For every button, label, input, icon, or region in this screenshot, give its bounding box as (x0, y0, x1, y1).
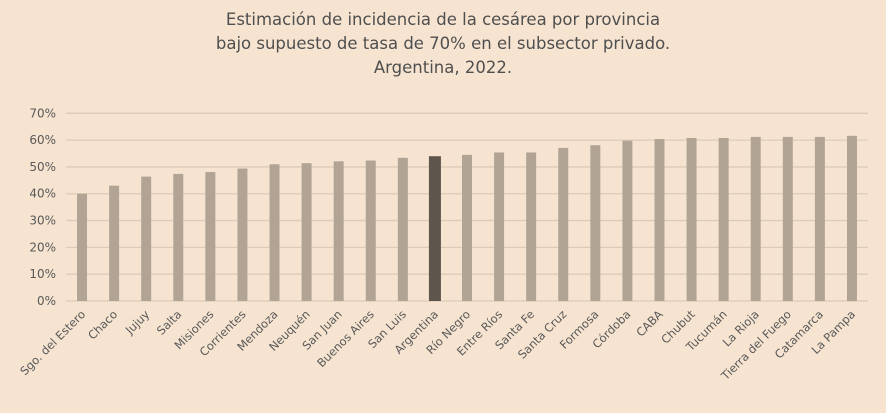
title-line-1: Estimación de incidencia de la cesárea p… (225, 10, 661, 29)
bar-chaco (109, 185, 120, 301)
bar-tucum-n (718, 137, 729, 301)
bar-la-pampa (846, 135, 857, 301)
bar-san-juan (333, 161, 344, 301)
bar-mendoza (269, 164, 280, 301)
bar-sgo-del-estero (77, 193, 88, 301)
bar-catamarca (814, 136, 825, 301)
y-tick-label: 70% (29, 106, 56, 120)
bar-san-luis (397, 157, 408, 301)
y-tick-label: 0% (37, 294, 56, 308)
bar-misiones (205, 172, 216, 301)
title-line-3: Argentina, 2022. (373, 58, 513, 77)
bar-santa-cruz (558, 147, 569, 301)
y-tick-label: 20% (29, 240, 56, 254)
y-tick-label: 30% (29, 214, 56, 228)
x-tick-label: Jujuy (122, 307, 153, 338)
y-tick-label: 40% (29, 187, 56, 201)
bar-la-rioja (750, 136, 761, 301)
title-line-2: bajo supuesto de tasa de 70% en el subse… (215, 34, 671, 53)
bar-caba (654, 139, 665, 301)
bar-buenos-aires (365, 160, 376, 301)
bar-r-o-negro (462, 154, 472, 301)
bar-neuqu-n (301, 163, 312, 301)
bar-formosa (590, 145, 601, 301)
bar-entre-r-os (494, 152, 505, 301)
bar-tierra-del-fuego (782, 136, 793, 301)
bar-corrientes (237, 168, 248, 301)
chart-title: Estimación de incidencia de la cesárea p… (0, 8, 886, 80)
bar-jujuy (141, 176, 152, 301)
y-tick-label: 10% (29, 267, 56, 281)
x-tick-label: Sgo. del Estero (17, 307, 88, 378)
y-tick-label: 50% (29, 160, 56, 174)
bar-chubut (686, 137, 697, 301)
bar-salta (173, 173, 184, 301)
x-tick-label: Chaco (85, 307, 120, 342)
bar-argentina (428, 156, 441, 301)
bar-c-rdoba (622, 140, 633, 301)
bar-santa-fe (526, 152, 537, 301)
y-tick-label: 60% (29, 133, 56, 147)
